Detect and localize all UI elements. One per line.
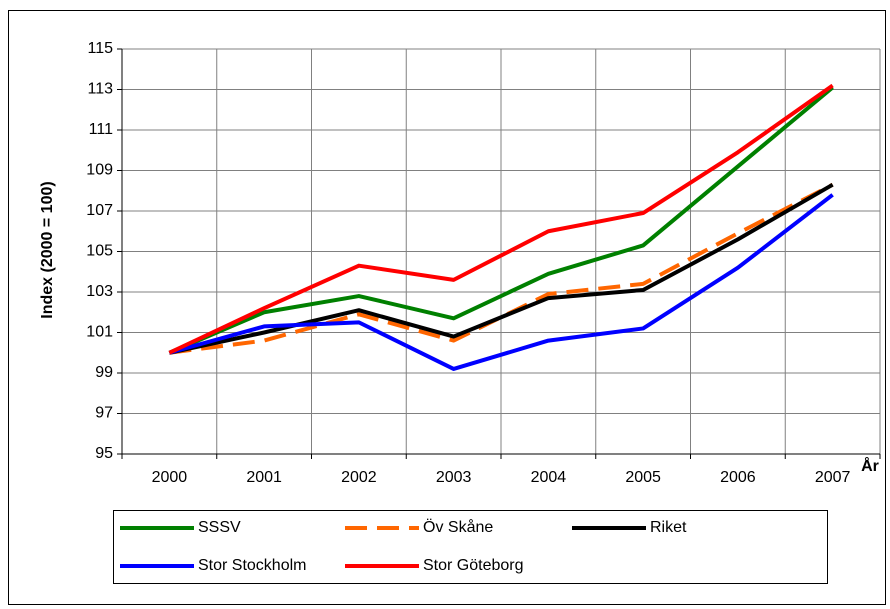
x-tick-label: 2000: [152, 469, 188, 486]
x-tick-label: 2006: [720, 469, 756, 486]
y-tick-label: 95: [95, 445, 113, 462]
y-tick-label: 109: [86, 162, 113, 179]
legend-label: Öv Skåne: [423, 518, 493, 536]
x-tick-label: 2001: [246, 469, 282, 486]
y-tick-label: 101: [86, 324, 113, 341]
series-line: [169, 182, 834, 355]
series-line: [168, 193, 834, 371]
legend-box: [113, 510, 828, 584]
series-line: [168, 85, 834, 355]
x-tick-label: 2007: [815, 469, 851, 486]
y-tick-label: 97: [95, 405, 113, 422]
x-tick-label: 2002: [341, 469, 377, 486]
legend-label: SSSV: [198, 519, 241, 536]
x-tick-label: 2005: [625, 469, 661, 486]
y-tick-label: 113: [87, 81, 113, 98]
x-axis-label: År: [861, 456, 879, 475]
legend-label: Stor Stockholm: [198, 557, 306, 574]
y-tick-label: 111: [89, 121, 113, 138]
chart-frame: [8, 10, 886, 605]
y-tick-label: 105: [86, 243, 113, 260]
x-tick-label: 2003: [436, 469, 472, 486]
y-tick-label: 99: [95, 364, 113, 381]
y-axis-label: Index (2000 = 100): [39, 181, 56, 318]
y-tick-label: 103: [86, 283, 113, 300]
legend-label: Riket: [650, 519, 687, 536]
legend-label: Stor Göteborg: [423, 557, 524, 574]
y-tick-label: 107: [86, 202, 113, 219]
y-tick-label: 115: [87, 40, 113, 57]
x-tick-label: 2004: [531, 469, 567, 486]
series-line: [168, 83, 834, 355]
series-line: [168, 182, 834, 355]
